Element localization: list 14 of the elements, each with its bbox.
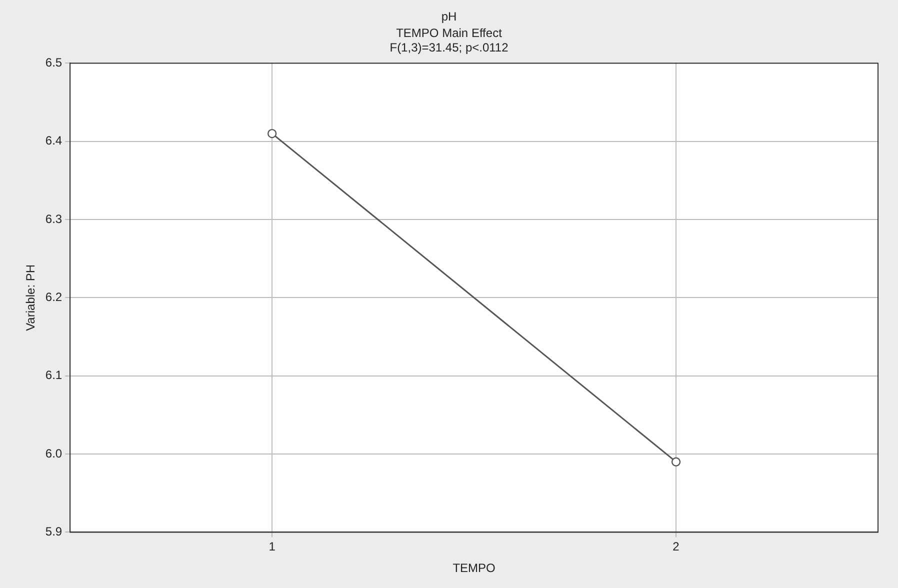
chart-title: pH bbox=[441, 10, 457, 24]
y-tick-label: 6.0 bbox=[45, 446, 62, 460]
text: F(1,3)=31.45; p<.0112 bbox=[390, 40, 509, 54]
x-axis-title: TEMPO bbox=[452, 561, 496, 576]
y-tick-label: 5.9 bbox=[45, 524, 62, 539]
y-tick-label: 6.5 bbox=[45, 56, 62, 70]
y-tick-label: 6.4 bbox=[45, 134, 62, 148]
y-tick-label: 6.2 bbox=[45, 290, 62, 304]
chart-subtitle: TEMPO Main Effect bbox=[396, 26, 503, 40]
x-tick-label: 1 bbox=[268, 540, 276, 554]
y-tick-label: 6.3 bbox=[45, 212, 62, 226]
x-tick-label: 2 bbox=[672, 540, 680, 554]
y-tick-label: 6.1 bbox=[45, 368, 62, 382]
y-axis-title: Variable: PH bbox=[24, 264, 38, 331]
